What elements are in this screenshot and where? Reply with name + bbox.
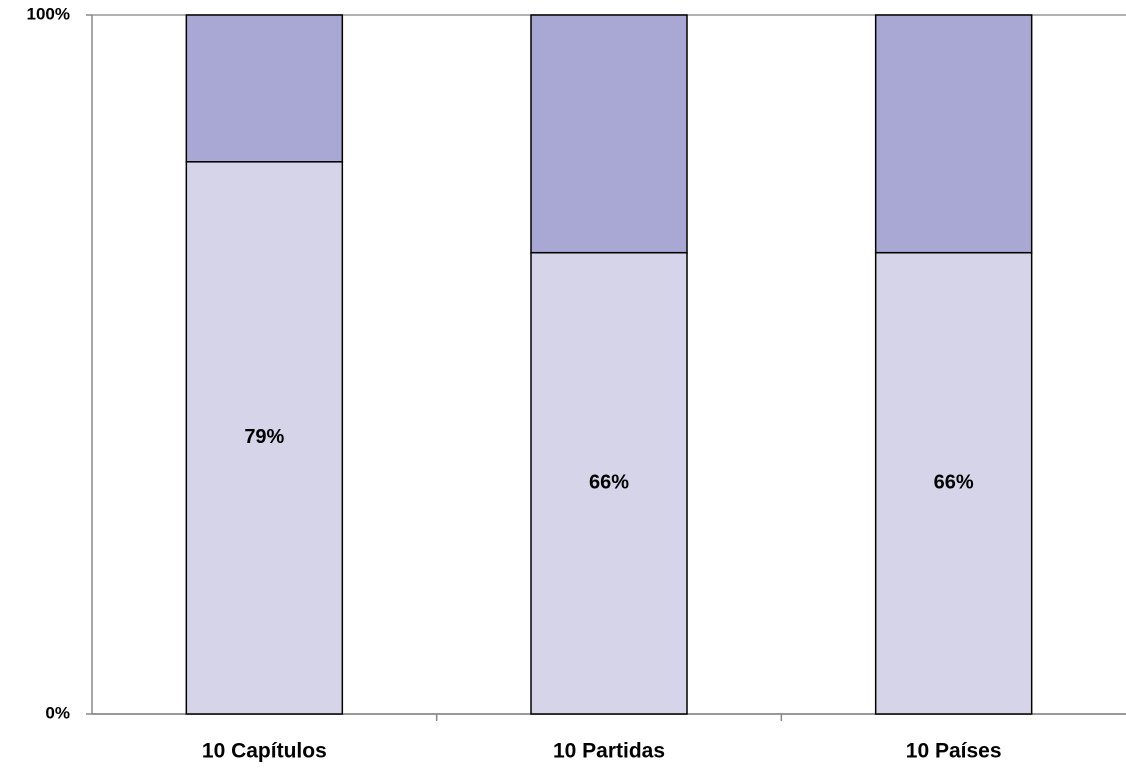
y-tick-label: 0%	[45, 703, 70, 722]
x-tick-label: 10 Partidas	[553, 740, 665, 763]
bar-segment	[530, 14, 688, 254]
x-tick-label: 10 Países	[906, 740, 1002, 763]
data-label: 66%	[589, 472, 629, 494]
x-tick-label: 10 Capítulos	[202, 740, 327, 763]
bar-segment	[874, 14, 1033, 254]
bar-segment	[185, 161, 344, 715]
bar-segment	[530, 251, 688, 715]
y-tick-label: 100%	[27, 4, 70, 23]
data-label: 79%	[244, 426, 284, 448]
data-label: 66%	[934, 472, 974, 494]
bar-segment	[874, 251, 1033, 715]
bar-segment	[185, 14, 344, 163]
